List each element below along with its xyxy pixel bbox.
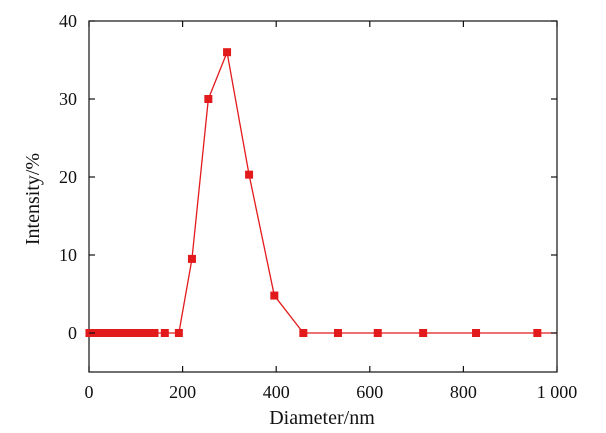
- y-tick-label: 30: [59, 89, 77, 109]
- data-point: [245, 170, 254, 179]
- data-point: [533, 329, 542, 337]
- data-point: [419, 329, 428, 337]
- series-line: [89, 51, 557, 334]
- data-point: [270, 291, 279, 300]
- data-point: [472, 329, 481, 337]
- data-point: [150, 329, 159, 337]
- y-tick-label: 40: [59, 11, 77, 31]
- x-tick-label: 200: [169, 382, 196, 402]
- data-point: [187, 254, 196, 263]
- y-tick-label: 10: [59, 245, 77, 265]
- y-axis-ticks: [89, 20, 557, 334]
- x-tick-label: 0: [85, 382, 94, 402]
- y-tick-label: 20: [59, 167, 77, 187]
- x-tick-label: 800: [450, 382, 477, 402]
- data-point: [204, 95, 213, 103]
- x-tick-label: 400: [263, 382, 290, 402]
- data-point: [223, 48, 232, 57]
- plot-area: [85, 20, 558, 373]
- data-point: [333, 329, 342, 337]
- x-axis-tick-labels: 0 200 400 600 800 1 000: [85, 382, 578, 402]
- x-axis-label: Diameter/nm: [269, 407, 375, 429]
- data-point: [160, 329, 169, 337]
- data-point: [144, 329, 153, 337]
- data-point: [373, 329, 382, 337]
- data-point: [174, 329, 183, 337]
- data-point: [299, 329, 308, 337]
- plot-frame: [88, 20, 558, 373]
- x-axis-ticks: [88, 21, 558, 372]
- x-tick-label: 600: [356, 382, 383, 402]
- y-axis-tick-labels: 0 10 20 30 40: [59, 11, 77, 343]
- y-tick-label: 0: [68, 323, 77, 343]
- y-axis-label: Intensity/%: [22, 153, 44, 245]
- x-tick-label: 1 000: [537, 382, 578, 402]
